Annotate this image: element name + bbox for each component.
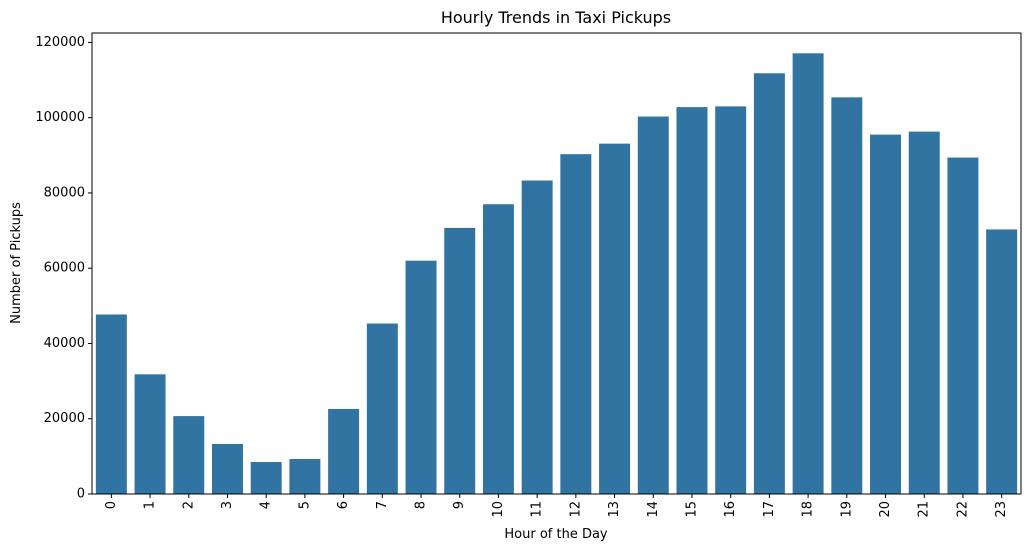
y-tick-label: 60000: [44, 261, 85, 276]
x-tick-label: 16: [723, 501, 738, 518]
bar-hour-20: [870, 134, 902, 495]
x-tick-label: 22: [955, 501, 970, 518]
y-tick-label: 80000: [44, 185, 85, 200]
bar-hour-8: [405, 260, 437, 494]
y-tick-label: 20000: [44, 411, 85, 426]
bar-hour-3: [212, 443, 243, 494]
x-tick-label: 12: [568, 501, 583, 518]
bar-hour-10: [482, 204, 514, 495]
bar-hour-5: [289, 459, 321, 494]
x-tick-label: 10: [491, 501, 506, 518]
bar-hour-13: [599, 143, 631, 494]
x-tick-label: 0: [104, 501, 119, 509]
x-axis-label: Hour of the Day: [504, 527, 608, 542]
x-tick-label: 7: [375, 501, 390, 509]
y-tick-label: 100000: [35, 110, 85, 125]
bar-hour-22: [947, 157, 979, 494]
x-tick-label: 3: [220, 501, 235, 509]
x-tick-label: 11: [530, 501, 545, 518]
y-tick-label: 0: [77, 487, 85, 502]
bar-hour-2: [173, 416, 205, 494]
bar-hour-14: [637, 116, 669, 494]
bar-hour-11: [521, 180, 553, 494]
x-axis-ticks: 0 1 2 3 4 5 6 7 8 9 10 11 12 13 14 15 16 17 18 19 20 21 22 23: [104, 494, 1009, 518]
x-tick-label: 14: [646, 501, 661, 518]
x-tick-label: 8: [414, 501, 429, 509]
x-tick-label: 21: [917, 501, 932, 518]
bar-hour-16: [715, 106, 747, 494]
bar-hour-0: [95, 314, 127, 494]
y-axis-label: Number of Pickups: [9, 202, 24, 324]
bar-hour-17: [753, 73, 785, 495]
bar-hour-6: [328, 408, 360, 494]
bar-hour-23: [986, 229, 1018, 494]
y-tick-label: 40000: [44, 336, 85, 351]
x-tick-label: 17: [762, 501, 777, 518]
x-tick-label: 15: [684, 501, 699, 518]
x-tick-label: 2: [181, 501, 196, 509]
x-tick-label: 23: [994, 501, 1009, 518]
x-tick-label: 6: [336, 501, 351, 509]
x-tick-label: 18: [801, 501, 816, 518]
bar-hour-12: [560, 154, 592, 494]
bar-hour-19: [831, 97, 863, 494]
bar-hour-1: [134, 374, 166, 494]
bar-hour-21: [908, 131, 940, 494]
x-tick-label: 19: [839, 501, 854, 518]
bars-group: [95, 53, 1018, 495]
y-axis-ticks: 0 20000 40000 60000 80000 100000 120000: [35, 35, 92, 502]
x-tick-label: 20: [878, 501, 893, 518]
bar-hour-18: [792, 53, 824, 494]
x-tick-label: 4: [259, 501, 274, 509]
plot-frame: [91, 32, 1022, 495]
x-tick-label: 1: [143, 501, 158, 509]
x-tick-label: 13: [607, 501, 622, 518]
bar-hour-15: [676, 107, 708, 494]
bar-hour-9: [444, 227, 476, 494]
bar-hour-4: [250, 462, 282, 494]
x-tick-label: 9: [452, 501, 467, 509]
y-tick-label: 120000: [35, 35, 85, 50]
bar-hour-7: [366, 323, 398, 494]
x-tick-label: 5: [297, 501, 312, 509]
chart-title: Hourly Trends in Taxi Pickups: [441, 8, 671, 27]
